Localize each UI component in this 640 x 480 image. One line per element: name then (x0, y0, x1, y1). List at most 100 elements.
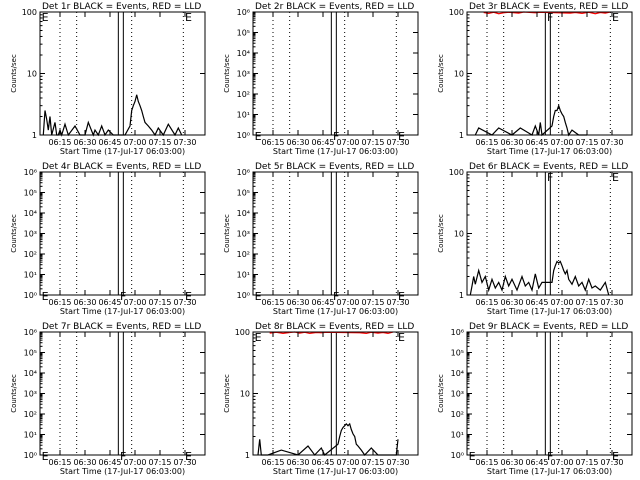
x-tick-label: 06:30 (286, 298, 309, 307)
marker-letter-e: E (612, 11, 619, 24)
y-tick-label: 10 (454, 230, 464, 239)
x-axis-label: Start Time (17-Jul-17 06:03:00) (273, 467, 398, 476)
y-tick-label: 10⁴ (24, 209, 37, 218)
y-tick-label: 10¹ (24, 271, 37, 280)
y-tick-label: 100 (22, 8, 37, 17)
y-tick-label: 10⁰ (451, 451, 464, 460)
y-axis-label: Counts/sec (437, 54, 445, 93)
marker-letter-f: F (120, 290, 126, 303)
x-tick-label: 07:00 (336, 458, 359, 467)
y-tick-label: 10⁴ (237, 49, 250, 58)
y-tick-label: 10⁶ (237, 8, 250, 17)
y-tick-label: 10 (27, 70, 37, 79)
x-tick-label: 07:30 (386, 298, 409, 307)
x-tick-label: 06:15 (48, 298, 71, 307)
x-tick-label: 07:00 (336, 298, 359, 307)
x-tick-label: 06:15 (48, 458, 71, 467)
x-tick-label: 07:30 (173, 298, 196, 307)
marker-letter-f: F (333, 130, 339, 143)
marker-letter-e: E (469, 450, 476, 463)
y-tick-label: 10⁵ (237, 29, 250, 38)
x-tick-label: 07:00 (336, 138, 359, 147)
x-tick-label: 06:30 (73, 138, 96, 147)
x-tick-label: 07:00 (550, 458, 573, 467)
marker-letter-e: E (42, 11, 49, 24)
panel-det-4: Det 4r BLACK = Events, RED = LLD E F E 10⁰ 10… (10, 162, 206, 316)
x-axis-label: Start Time (17-Jul-17 06:03:00) (487, 307, 612, 316)
marker-letter-f: F (120, 450, 126, 463)
y-tick-label: 10² (24, 410, 37, 419)
marker-letter-e: E (612, 450, 619, 463)
plot-frame (466, 171, 633, 296)
events-series-line (474, 103, 587, 137)
marker-letter-e: E (185, 450, 192, 463)
panel-title: Det 2r BLACK = Events, RED = LLD (255, 2, 414, 12)
y-tick-label: 10¹ (237, 111, 250, 120)
panel-title: Det 6r BLACK = Events, RED = LLD (469, 162, 628, 172)
x-tick-label: 06:15 (475, 298, 498, 307)
marker-letter-e: E (185, 11, 192, 24)
x-tick-label: 07:00 (123, 138, 146, 147)
y-axis-label: Counts/sec (223, 54, 231, 93)
y-tick-label: 10⁴ (451, 369, 464, 378)
x-tick-label: 06:30 (73, 298, 96, 307)
events-series-line (469, 260, 610, 296)
y-tick-label: 10² (24, 250, 37, 259)
y-axis-label: Counts/sec (437, 374, 445, 413)
plot-frame (39, 11, 206, 136)
plot-frame (252, 11, 419, 136)
x-tick-label: 06:30 (73, 458, 96, 467)
x-tick-label: 06:45 (311, 138, 334, 147)
x-tick-label: 06:15 (261, 458, 284, 467)
y-tick-label: 10⁶ (24, 328, 37, 337)
y-axis-label: Counts/sec (10, 214, 18, 253)
x-tick-label: 07:15 (575, 138, 598, 147)
y-axis-label: Counts/sec (437, 214, 445, 253)
plot-frame (252, 171, 419, 296)
panel-title: Det 8r BLACK = Events, RED = LLD (255, 322, 414, 332)
y-tick-label: 10⁶ (237, 168, 250, 177)
y-tick-label: 100 (235, 328, 250, 337)
y-tick-label: 100 (449, 8, 464, 17)
x-tick-label: 06:45 (525, 458, 548, 467)
y-tick-label: 10² (237, 250, 250, 259)
y-tick-label: 10³ (451, 390, 464, 399)
plot-frame (252, 331, 419, 456)
panel-title: Det 1r BLACK = Events, RED = LLD (42, 2, 201, 12)
lld-series-line (269, 331, 394, 335)
marker-letter-e: E (612, 171, 619, 184)
marker-letter-e: E (255, 290, 262, 303)
x-tick-label: 06:15 (261, 298, 284, 307)
y-tick-label: 10⁵ (237, 189, 250, 198)
marker-letter-e: E (255, 130, 262, 143)
panel-title: Det 9r BLACK = Events, RED = LLD (469, 322, 628, 332)
y-tick-label: 10⁴ (24, 369, 37, 378)
x-tick-label: 07:15 (148, 138, 171, 147)
panel-det-5: Det 5r BLACK = Events, RED = LLD E F E 10⁰ 10… (223, 162, 419, 316)
x-tick-label: 07:00 (123, 458, 146, 467)
y-tick-label: 10⁵ (24, 349, 37, 358)
x-axis-label: Start Time (17-Jul-17 06:03:00) (487, 467, 612, 476)
x-tick-label: 07:15 (575, 298, 598, 307)
x-tick-label: 07:15 (148, 298, 171, 307)
panel-det-7: Det 7r BLACK = Events, RED = LLD E F E 10⁰ 10… (10, 322, 206, 476)
x-tick-label: 06:30 (500, 138, 523, 147)
y-axis-label: Counts/sec (10, 374, 18, 413)
plot-frame (466, 11, 633, 136)
x-tick-label: 07:15 (575, 458, 598, 467)
x-tick-label: 07:00 (550, 138, 573, 147)
marker-letter-e: E (42, 450, 49, 463)
x-tick-label: 06:45 (311, 458, 334, 467)
panel-det-2: Det 2r BLACK = Events, RED = LLD E F E 10⁰ 10… (223, 2, 419, 156)
x-tick-label: 06:30 (286, 138, 309, 147)
y-tick-label: 10⁴ (237, 209, 250, 218)
y-tick-label: 1 (32, 131, 37, 140)
plot-frame (39, 331, 206, 456)
panel-title: Det 4r BLACK = Events, RED = LLD (42, 162, 201, 172)
x-axis-label: Start Time (17-Jul-17 06:03:00) (60, 467, 185, 476)
x-tick-label: 07:15 (148, 458, 171, 467)
y-tick-label: 10⁰ (24, 451, 37, 460)
x-tick-label: 06:45 (98, 298, 121, 307)
